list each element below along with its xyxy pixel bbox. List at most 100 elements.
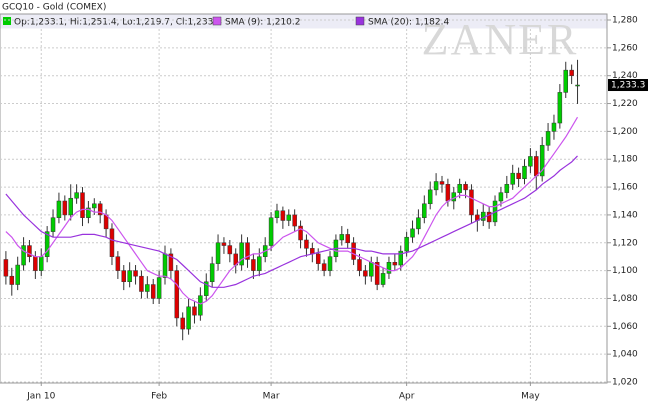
candle	[351, 237, 356, 266]
candle-body	[286, 214, 292, 221]
candle	[27, 239, 32, 263]
candle-body	[321, 263, 327, 271]
candle	[145, 276, 150, 299]
candle	[439, 175, 445, 193]
candle	[557, 84, 563, 129]
candle-body	[486, 211, 492, 223]
x-tick-label: Mar	[263, 392, 280, 402]
candle	[575, 59, 580, 104]
candle-body	[457, 184, 462, 193]
legend-swatch	[355, 16, 365, 26]
candle-body	[504, 184, 510, 193]
sma-line	[5, 155, 578, 288]
candle-body	[557, 92, 563, 124]
candle	[186, 298, 191, 335]
candle-body	[386, 262, 392, 274]
candle-body	[374, 262, 380, 285]
candle	[86, 201, 91, 224]
y-tick-label: 1,020	[612, 378, 638, 388]
candle-body	[357, 259, 362, 271]
candle	[398, 245, 403, 271]
candle	[339, 226, 345, 246]
candle-body	[44, 231, 50, 257]
y-tick-label: 1,260	[612, 43, 638, 53]
candle-body	[422, 203, 427, 218]
candle-body	[251, 259, 256, 271]
candle-body	[569, 69, 574, 76]
candle	[127, 262, 132, 288]
candle	[257, 248, 262, 277]
legend-strip	[0, 14, 607, 29]
y-tick-label: 1,040	[612, 350, 638, 360]
candle-body	[522, 165, 527, 179]
candle-body	[209, 263, 215, 283]
candle-body	[528, 156, 533, 167]
candle	[433, 173, 439, 196]
candle	[369, 256, 374, 282]
candle	[80, 187, 85, 227]
candle	[162, 245, 168, 285]
candle-body	[563, 69, 568, 93]
candle-body	[439, 181, 445, 185]
candle	[310, 242, 315, 263]
candle	[563, 61, 568, 98]
candle-body	[97, 203, 103, 216]
candle-body	[204, 281, 209, 296]
legend-label: SMA (9): 1,210.2	[225, 18, 301, 28]
candle-body	[27, 245, 32, 257]
candle	[522, 159, 527, 185]
candle	[233, 248, 238, 274]
candle-body	[198, 295, 203, 316]
candle-body	[227, 245, 233, 255]
candle-body	[221, 242, 227, 246]
candle-body	[369, 262, 374, 277]
candle-body	[21, 245, 26, 266]
candle	[480, 203, 486, 227]
candle-body	[150, 284, 156, 299]
candle	[21, 237, 26, 271]
y-tick-label: 1,080	[612, 294, 638, 304]
candle-body	[469, 189, 474, 216]
candle	[551, 114, 557, 140]
candle-body	[192, 306, 197, 316]
candle	[239, 234, 244, 271]
candle	[209, 256, 215, 288]
candle	[215, 234, 221, 271]
candle-body	[427, 189, 433, 205]
plot-frame	[0, 13, 608, 384]
candle-body	[339, 234, 345, 241]
candle	[251, 253, 256, 279]
y-tick-label: 1,120	[612, 238, 638, 248]
candle-body	[115, 256, 121, 271]
candle	[221, 237, 227, 254]
candle-body	[539, 145, 545, 177]
candle	[274, 203, 280, 224]
candle-body	[180, 317, 185, 330]
y-tick-label: 1,060	[612, 322, 638, 332]
candle-body	[392, 262, 398, 266]
candle	[327, 251, 333, 277]
candle-body	[274, 210, 280, 218]
candle	[545, 123, 551, 151]
candle-body	[133, 270, 138, 277]
candle-body	[551, 122, 557, 132]
candle	[321, 259, 327, 277]
candle-body	[245, 242, 250, 260]
candle	[345, 228, 350, 249]
legend-ohlc: Op:1,233.1, Hi:1,251.4, Lo:1,219.7, Cl:1…	[14, 18, 222, 28]
candle	[422, 195, 427, 224]
candle	[115, 251, 121, 279]
candle-body	[280, 210, 286, 221]
candle-body	[510, 172, 515, 185]
candle-body	[304, 239, 309, 249]
candle	[510, 164, 515, 190]
candle	[33, 251, 38, 279]
candle-body	[327, 256, 333, 271]
candle	[262, 237, 268, 263]
candle	[380, 267, 386, 288]
candle	[9, 267, 15, 296]
candle-body	[62, 200, 68, 216]
candle	[416, 209, 421, 235]
candle	[121, 265, 127, 291]
candle-body	[451, 192, 457, 202]
